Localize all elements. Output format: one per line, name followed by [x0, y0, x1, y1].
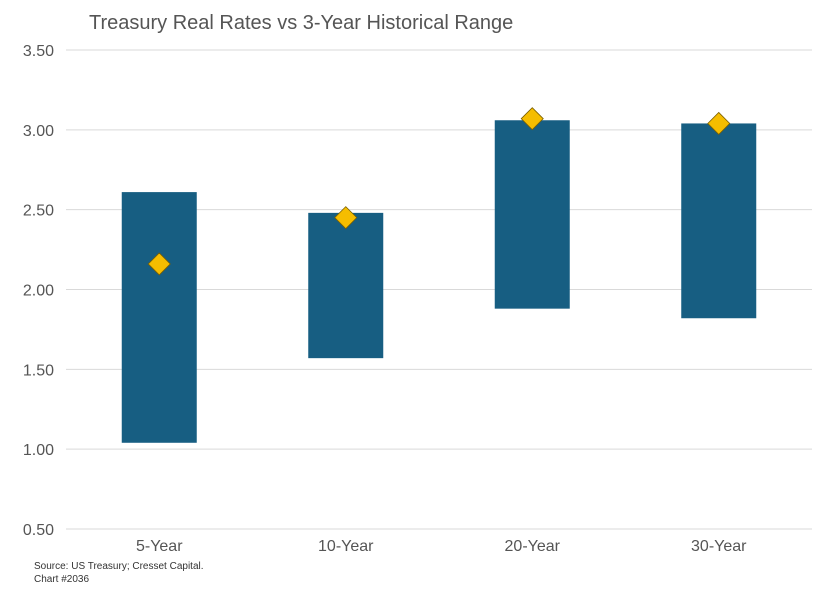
y-tick-label: 2.00	[23, 283, 54, 300]
range-bars	[121, 120, 757, 443]
source-note: Source: US Treasury; Cresset Capital. Ch…	[34, 560, 204, 586]
x-category-label: 20-Year	[505, 538, 561, 555]
current-rate-markers	[147, 107, 731, 276]
y-axis-tick-labels: 0.50 1.00 1.50 2.00 2.50 3.00 3.50	[23, 43, 54, 539]
y-tick-label: 0.50	[23, 522, 54, 539]
x-category-label: 10-Year	[318, 538, 374, 555]
diamond-marker	[334, 206, 358, 230]
diamond-marker	[520, 107, 544, 131]
range-bar	[494, 120, 570, 309]
x-axis-category-labels: 5-Year 10-Year 20-Year 30-Year	[136, 538, 747, 555]
range-bar	[308, 212, 384, 359]
diamond-marker	[707, 111, 731, 136]
range-bar	[121, 192, 197, 443]
chart-title: Treasury Real Rates vs 3-Year Historical…	[89, 12, 514, 34]
y-tick-label: 3.00	[23, 123, 54, 140]
chart-number: Chart #2036	[34, 574, 90, 585]
range-bar	[681, 123, 757, 319]
y-tick-label: 1.50	[23, 362, 54, 379]
x-category-label: 5-Year	[136, 538, 183, 555]
y-tick-label: 1.00	[23, 442, 54, 459]
diamond-marker	[147, 252, 171, 276]
x-category-label: 30-Year	[691, 538, 747, 555]
source-text: Source: US Treasury; Cresset Capital.	[34, 561, 204, 572]
y-tick-label: 2.50	[23, 203, 54, 220]
y-tick-label: 3.50	[23, 43, 54, 60]
